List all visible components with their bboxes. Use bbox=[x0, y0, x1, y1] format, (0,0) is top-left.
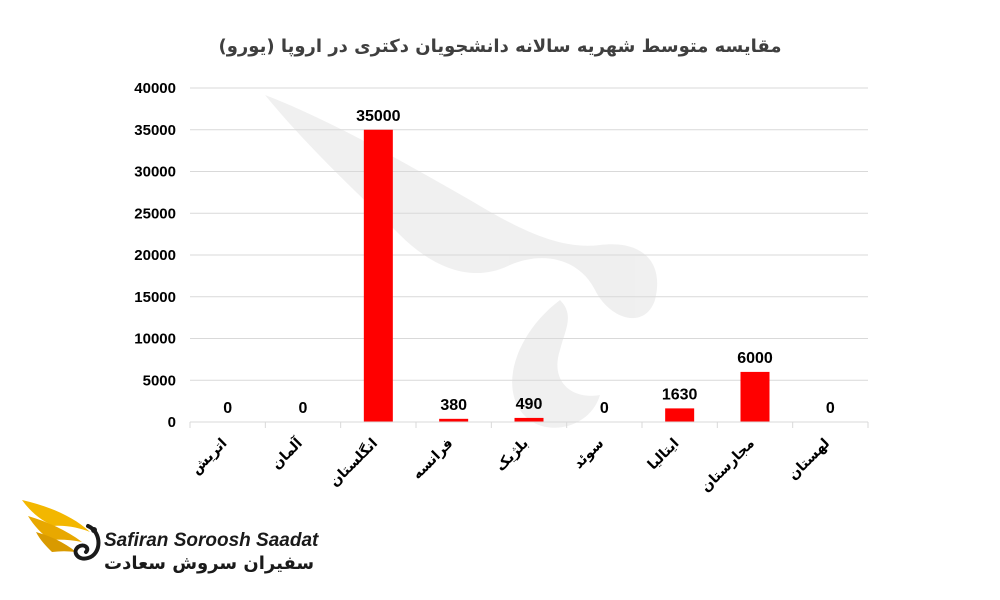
x-tick-label: ایتالیا bbox=[645, 436, 683, 474]
y-tick-label: 15000 bbox=[134, 289, 176, 306]
x-tick-label: فرانسه bbox=[409, 436, 456, 483]
x-axis-labels: اتریش آلمان انگلستان فرانسه بلژیک سوئد ایتالیا… bbox=[188, 433, 833, 495]
swan-logo-icon bbox=[22, 500, 101, 561]
bars bbox=[363, 129, 770, 422]
data-label: 0 bbox=[826, 400, 835, 417]
x-tick-label: بلژیک bbox=[493, 436, 532, 475]
x-axis bbox=[189, 421, 869, 428]
data-label: 1630 bbox=[662, 386, 698, 403]
y-tick-label: 25000 bbox=[134, 205, 176, 222]
data-label: 0 bbox=[299, 400, 308, 417]
data-label: 0 bbox=[223, 400, 232, 417]
bar bbox=[363, 129, 393, 422]
y-tick-label: 35000 bbox=[134, 122, 176, 139]
data-label: 490 bbox=[516, 396, 543, 413]
data-label: 0 bbox=[600, 400, 609, 417]
x-tick-label: لهستان bbox=[785, 436, 833, 484]
data-labels: 0 0 35000 380 490 0 1630 6000 0 bbox=[223, 108, 835, 417]
data-label: 6000 bbox=[737, 350, 773, 367]
x-tick-label: آلمان bbox=[267, 433, 306, 472]
y-tick-label: 0 bbox=[168, 414, 176, 431]
x-tick-label: سوئد bbox=[570, 436, 607, 473]
chart-title: مقایسه متوسط شهریه سالانه دانشجویان دکتر… bbox=[219, 36, 782, 57]
logo-latin-text: Safiran Soroosh Saadat bbox=[104, 530, 319, 551]
y-tick-label: 40000 bbox=[134, 80, 176, 97]
y-tick-label: 5000 bbox=[143, 372, 176, 389]
company-logo: Safiran Soroosh Saadat سفیران سروش سعادت bbox=[18, 492, 318, 582]
y-tick-label: 10000 bbox=[134, 331, 176, 348]
y-tick-label: 30000 bbox=[134, 164, 176, 181]
x-tick-label: انگلستان bbox=[326, 435, 381, 490]
y-tick-label: 20000 bbox=[134, 247, 176, 264]
y-axis-ticks: 0 5000 10000 15000 20000 25000 30000 35000 40000 bbox=[134, 80, 176, 431]
data-label: 380 bbox=[440, 397, 467, 414]
x-tick-label: اتریش bbox=[188, 436, 230, 478]
watermark-wing-icon bbox=[265, 95, 658, 428]
x-tick-label: مجارستان bbox=[698, 436, 758, 496]
bar bbox=[514, 417, 544, 422]
logo-farsi-text: سفیران سروش سعادت bbox=[104, 553, 315, 574]
bar bbox=[665, 408, 695, 422]
bar bbox=[439, 418, 469, 422]
data-label: 35000 bbox=[356, 108, 401, 125]
bar bbox=[740, 371, 770, 422]
